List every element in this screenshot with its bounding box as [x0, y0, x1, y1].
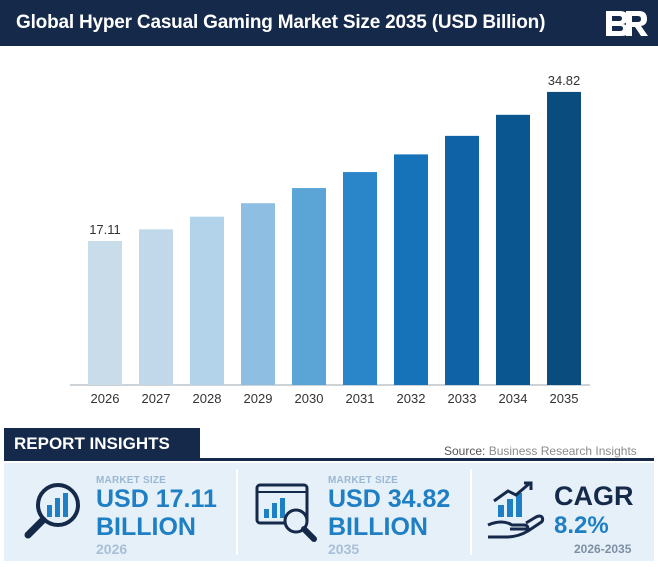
market-size-label: MARKET SIZE — [328, 475, 398, 486]
x-tick-label: 2028 — [193, 391, 222, 406]
bar-2033 — [445, 135, 479, 385]
bar-2030 — [292, 188, 326, 385]
market-size-card-2026: MARKET SIZE USD 17.11 BILLION 2026 — [4, 463, 236, 561]
brand-logo — [602, 7, 650, 44]
market-size-value: USD 34.82 — [328, 485, 451, 513]
cagr-card: CAGR 8.2% 2026-2035 — [470, 463, 654, 561]
x-tick-label: 2026 — [91, 391, 120, 406]
bar-2026 — [88, 240, 122, 385]
insight-cards: MARKET SIZE USD 17.11 BILLION 2026 MARKE… — [4, 463, 654, 561]
market-size-year: 2035 — [328, 541, 360, 557]
x-tick-label: 2029 — [244, 391, 273, 406]
bar-2032 — [394, 154, 428, 385]
cagr-title: CAGR — [554, 481, 634, 511]
page-title: Global Hyper Casual Gaming Market Size 2… — [16, 12, 546, 33]
magnifier-chart-icon — [22, 479, 86, 548]
cagr-range: 2026-2035 — [574, 542, 632, 556]
market-size-year: 2026 — [96, 541, 128, 557]
bar-2034 — [496, 114, 530, 385]
source-label: Source: — [444, 444, 486, 458]
x-tick-label: 2032 — [397, 391, 426, 406]
data-label-2026: 17.11 — [89, 222, 121, 237]
market-size-label: MARKET SIZE — [96, 475, 166, 486]
bar-2031 — [343, 172, 377, 385]
header-bar: Global Hyper Casual Gaming Market Size 2… — [0, 0, 658, 46]
x-tick-label: 2034 — [499, 391, 528, 406]
x-tick-label: 2033 — [448, 391, 477, 406]
card-divider — [236, 469, 238, 555]
monitor-analytics-icon — [254, 479, 318, 548]
bar-2035 — [547, 91, 581, 385]
source-value: Business Research Insights — [488, 444, 637, 458]
bar-2029 — [241, 203, 275, 385]
market-size-unit: BILLION — [96, 513, 196, 541]
x-tick-label: 2035 — [550, 391, 579, 406]
chart-svg: 2026 17.11 2027 2028 2029 2030 2031 2032 2033 203… — [70, 73, 590, 406]
market-size-unit: BILLION — [328, 513, 428, 541]
source-note: Source: Business Research Insights — [444, 444, 637, 458]
cagr-value: 8.2% — [554, 512, 609, 539]
card-divider — [470, 469, 472, 555]
data-label-2035: 34.82 — [548, 73, 581, 88]
x-tick-label: 2027 — [142, 391, 171, 406]
hand-growth-chart-icon — [484, 479, 548, 548]
x-tick-label: 2030 — [295, 391, 324, 406]
x-tick-label: 2031 — [346, 391, 375, 406]
bar-chart: 2026 17.11 2027 2028 2029 2030 2031 2032 2033 203… — [0, 46, 658, 424]
bar-2027 — [139, 229, 173, 385]
insights-divider-line — [4, 458, 654, 461]
report-insights-heading: REPORT INSIGHTS — [4, 428, 200, 460]
market-size-card-2035: MARKET SIZE USD 34.82 BILLION 2035 — [236, 463, 470, 561]
bar-2028 — [190, 216, 224, 385]
market-size-value: USD 17.11 — [96, 485, 217, 513]
